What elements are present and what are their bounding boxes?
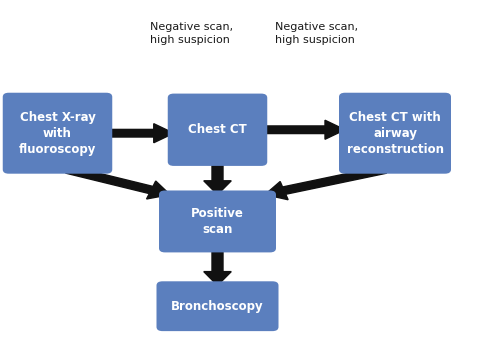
FancyBboxPatch shape [339,93,451,174]
FancyArrow shape [261,120,345,139]
FancyBboxPatch shape [159,190,276,253]
FancyArrow shape [204,162,231,194]
FancyArrow shape [66,166,170,199]
Text: Positive
scan: Positive scan [191,207,244,236]
Text: Chest CT with
airway
reconstruction: Chest CT with airway reconstruction [346,111,444,156]
FancyBboxPatch shape [3,93,112,174]
Text: Chest X-ray
with
fluoroscopy: Chest X-ray with fluoroscopy [19,111,96,156]
Text: Negative scan,
high suspicion: Negative scan, high suspicion [275,22,358,45]
Text: Bronchoscopy: Bronchoscopy [171,300,264,313]
Text: Chest CT: Chest CT [188,123,247,136]
Text: Negative scan,
high suspicion: Negative scan, high suspicion [150,22,233,45]
FancyArrow shape [265,166,386,200]
FancyArrow shape [106,124,174,143]
FancyBboxPatch shape [156,281,278,331]
FancyArrow shape [204,248,231,285]
FancyBboxPatch shape [168,94,267,166]
